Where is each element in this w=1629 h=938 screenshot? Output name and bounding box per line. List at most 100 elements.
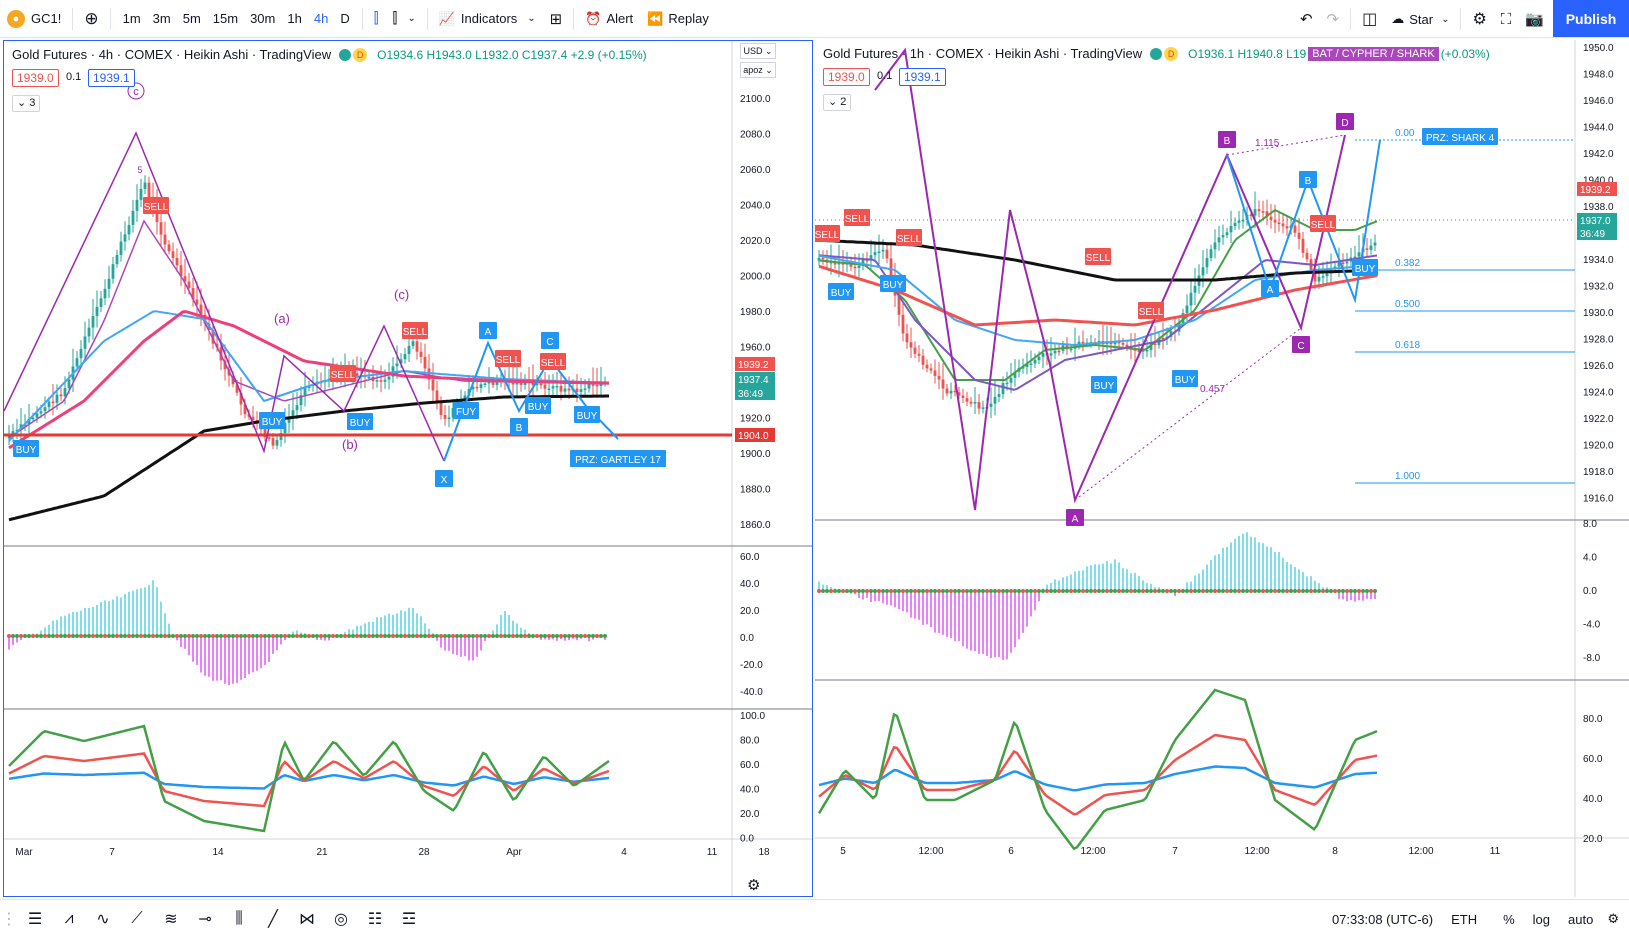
candle-body xyxy=(15,429,19,432)
left-chart-canvas[interactable]: 2100.0 2080.0 2060.0 2040.0 2020.0 2000.0 1980… xyxy=(4,41,812,896)
percent-scale-toggle[interactable]: % xyxy=(1503,911,1515,927)
zero-dot xyxy=(371,634,375,638)
symbol-search[interactable]: ● GC1! xyxy=(0,0,68,38)
indicators-button[interactable]: 📈 Indicators ⌄ xyxy=(432,0,543,38)
publish-button[interactable]: Publish xyxy=(1553,0,1629,37)
zero-dot xyxy=(1053,589,1057,593)
regression-tool-icon[interactable]: ☲ xyxy=(401,910,417,928)
tf-1h[interactable]: 1h xyxy=(287,11,302,26)
bar-style-candles-button[interactable]: ⫿ xyxy=(367,0,386,38)
gann-fan-tool-icon[interactable]: ⫼ xyxy=(235,909,243,927)
fib-tool-icon[interactable]: ☷ xyxy=(367,910,383,928)
left-bid-button[interactable]: 1939.0 xyxy=(12,69,59,87)
zero-dot xyxy=(455,634,459,638)
right-chart-title: Gold Futures · 1h · COMEX · Heikin Ashi … xyxy=(823,46,1143,61)
candle-body xyxy=(1137,350,1141,353)
tf-5m[interactable]: 5m xyxy=(182,11,201,26)
right-chart-pane[interactable]: 1950.0 1948.0 1946.0 1944.0 1942.0 1940.0 1938… xyxy=(815,40,1629,897)
zero-dot xyxy=(833,589,837,593)
trend-angle-tool-icon[interactable]: ⟋ xyxy=(131,909,143,927)
clock-time[interactable]: 07:33:08 (UTC-6) xyxy=(1331,911,1434,927)
point-c-label-box xyxy=(1292,336,1310,353)
gear-icon: ⚙ xyxy=(1472,11,1487,28)
signal-label-box xyxy=(525,397,551,414)
abcd-pattern-tool-icon[interactable]: ⩘ xyxy=(64,909,74,927)
undo-button[interactable]: ↶ xyxy=(1293,0,1320,38)
candle-body xyxy=(1221,235,1225,238)
fullscreen-button[interactable]: ⛶ xyxy=(1494,0,1519,38)
plus-circle-icon: ⊕ xyxy=(84,8,99,28)
alert-button[interactable]: ⏰ Alert xyxy=(578,0,640,38)
spiral-tool-icon[interactable]: ◎ xyxy=(334,910,348,928)
zero-dot xyxy=(1109,589,1113,593)
osc1-tick-label: -8.0 xyxy=(1583,653,1601,664)
zero-dot xyxy=(423,634,427,638)
session-toggle[interactable]: ETH xyxy=(1451,911,1478,927)
replay-button[interactable]: ⏪ Replay xyxy=(640,0,716,38)
parallel-channel-tool-icon[interactable]: ≋ xyxy=(164,910,178,928)
candle-body xyxy=(127,224,131,235)
zero-dot xyxy=(1077,589,1081,593)
elliott-wave-tool-icon[interactable]: ∿ xyxy=(96,910,110,928)
redo-button[interactable]: ↷ xyxy=(1320,0,1347,38)
save-layout-button[interactable]: ☁ Star ⌄ xyxy=(1384,0,1456,38)
zero-dot xyxy=(1233,589,1237,593)
trend-line-tool-icon[interactable]: ╱ xyxy=(268,910,278,928)
point-a-label-box xyxy=(1066,509,1084,526)
zero-dot xyxy=(1317,589,1321,593)
layout-select-button[interactable]: ◫ xyxy=(1355,0,1384,38)
drag-handle-icon[interactable]: ⋮ xyxy=(1,910,17,928)
settings-button[interactable]: ⚙ xyxy=(1465,0,1493,38)
tf-1m[interactable]: 1m xyxy=(122,11,141,26)
zero-dot xyxy=(829,589,833,593)
zero-dot xyxy=(881,589,885,593)
time-tick-label: Apr xyxy=(506,847,522,858)
toolbar-right-group: ↶ ↷ ◫ ☁ Star ⌄ ⚙ ⛶ 📷 xyxy=(1293,0,1551,38)
chart-settings-gear-icon[interactable]: ⚙ xyxy=(747,877,761,894)
zero-dot xyxy=(507,634,511,638)
log-scale-toggle[interactable]: log xyxy=(1532,911,1551,927)
gear-icon[interactable]: ⚙ xyxy=(1607,911,1619,926)
price-tick-label: 2100.0 xyxy=(740,94,771,105)
scale-menu-select[interactable]: apoz ⌄ xyxy=(740,62,776,78)
horizontal-ray-tool-icon[interactable]: ⊸ xyxy=(198,910,212,928)
compare-symbol-button[interactable]: ⊕ xyxy=(77,0,105,38)
bar-style-heikin-button[interactable]: ⫿ ⌄ xyxy=(386,0,423,38)
templates-button[interactable]: ⊞ xyxy=(543,0,570,38)
price-tick-label: 1916.0 xyxy=(1583,494,1614,505)
currency-select[interactable]: USD ⌄ xyxy=(740,43,776,59)
tf-d[interactable]: D xyxy=(340,11,350,26)
zero-dot xyxy=(873,589,877,593)
xabcd-tool-icon[interactable]: ⋈ xyxy=(299,910,315,928)
chevron-down-icon: ⌄ xyxy=(527,13,536,24)
auto-scale-toggle[interactable]: auto xyxy=(1568,911,1594,927)
zero-dot xyxy=(1201,589,1205,593)
candle-body xyxy=(163,234,167,245)
horizontal-lines-tool-icon[interactable]: ☰ xyxy=(27,910,43,928)
time-tick-label: Mar xyxy=(15,847,33,858)
fib-level-label: 0.00 xyxy=(1395,128,1415,139)
right-ask-button[interactable]: 1939.1 xyxy=(899,68,946,86)
tf-3m[interactable]: 3m xyxy=(152,11,171,26)
left-studies-toggle[interactable]: ⌄ 3 xyxy=(12,95,41,112)
tf-4h[interactable]: 4h xyxy=(313,11,329,26)
snapshot-button[interactable]: 📷 xyxy=(1518,0,1551,38)
zero-dot xyxy=(977,589,981,593)
osc2-tick-label: 60.0 xyxy=(740,760,760,771)
candle-body xyxy=(487,381,491,384)
zero-dot xyxy=(451,634,455,638)
right-studies-toggle[interactable]: ⌄ 2 xyxy=(823,94,852,111)
zero-dot xyxy=(375,634,379,638)
tf-15m[interactable]: 15m xyxy=(212,11,239,26)
candle-body xyxy=(921,355,925,365)
zero-dot xyxy=(1313,589,1317,593)
right-bid-button[interactable]: 1939.0 xyxy=(823,68,870,86)
right-chart-canvas[interactable]: 1950.0 1948.0 1946.0 1944.0 1942.0 1940.0 1938… xyxy=(815,40,1629,897)
tf-30m[interactable]: 30m xyxy=(250,11,276,26)
zero-dot xyxy=(79,634,83,638)
left-chart-pane[interactable]: 2100.0 2080.0 2060.0 2040.0 2020.0 2000.0 1980… xyxy=(3,40,813,897)
signal-label: FUY xyxy=(456,407,476,418)
left-ask-button[interactable]: 1939.1 xyxy=(88,69,135,87)
candle-body xyxy=(243,404,247,415)
zero-dot xyxy=(327,634,331,638)
